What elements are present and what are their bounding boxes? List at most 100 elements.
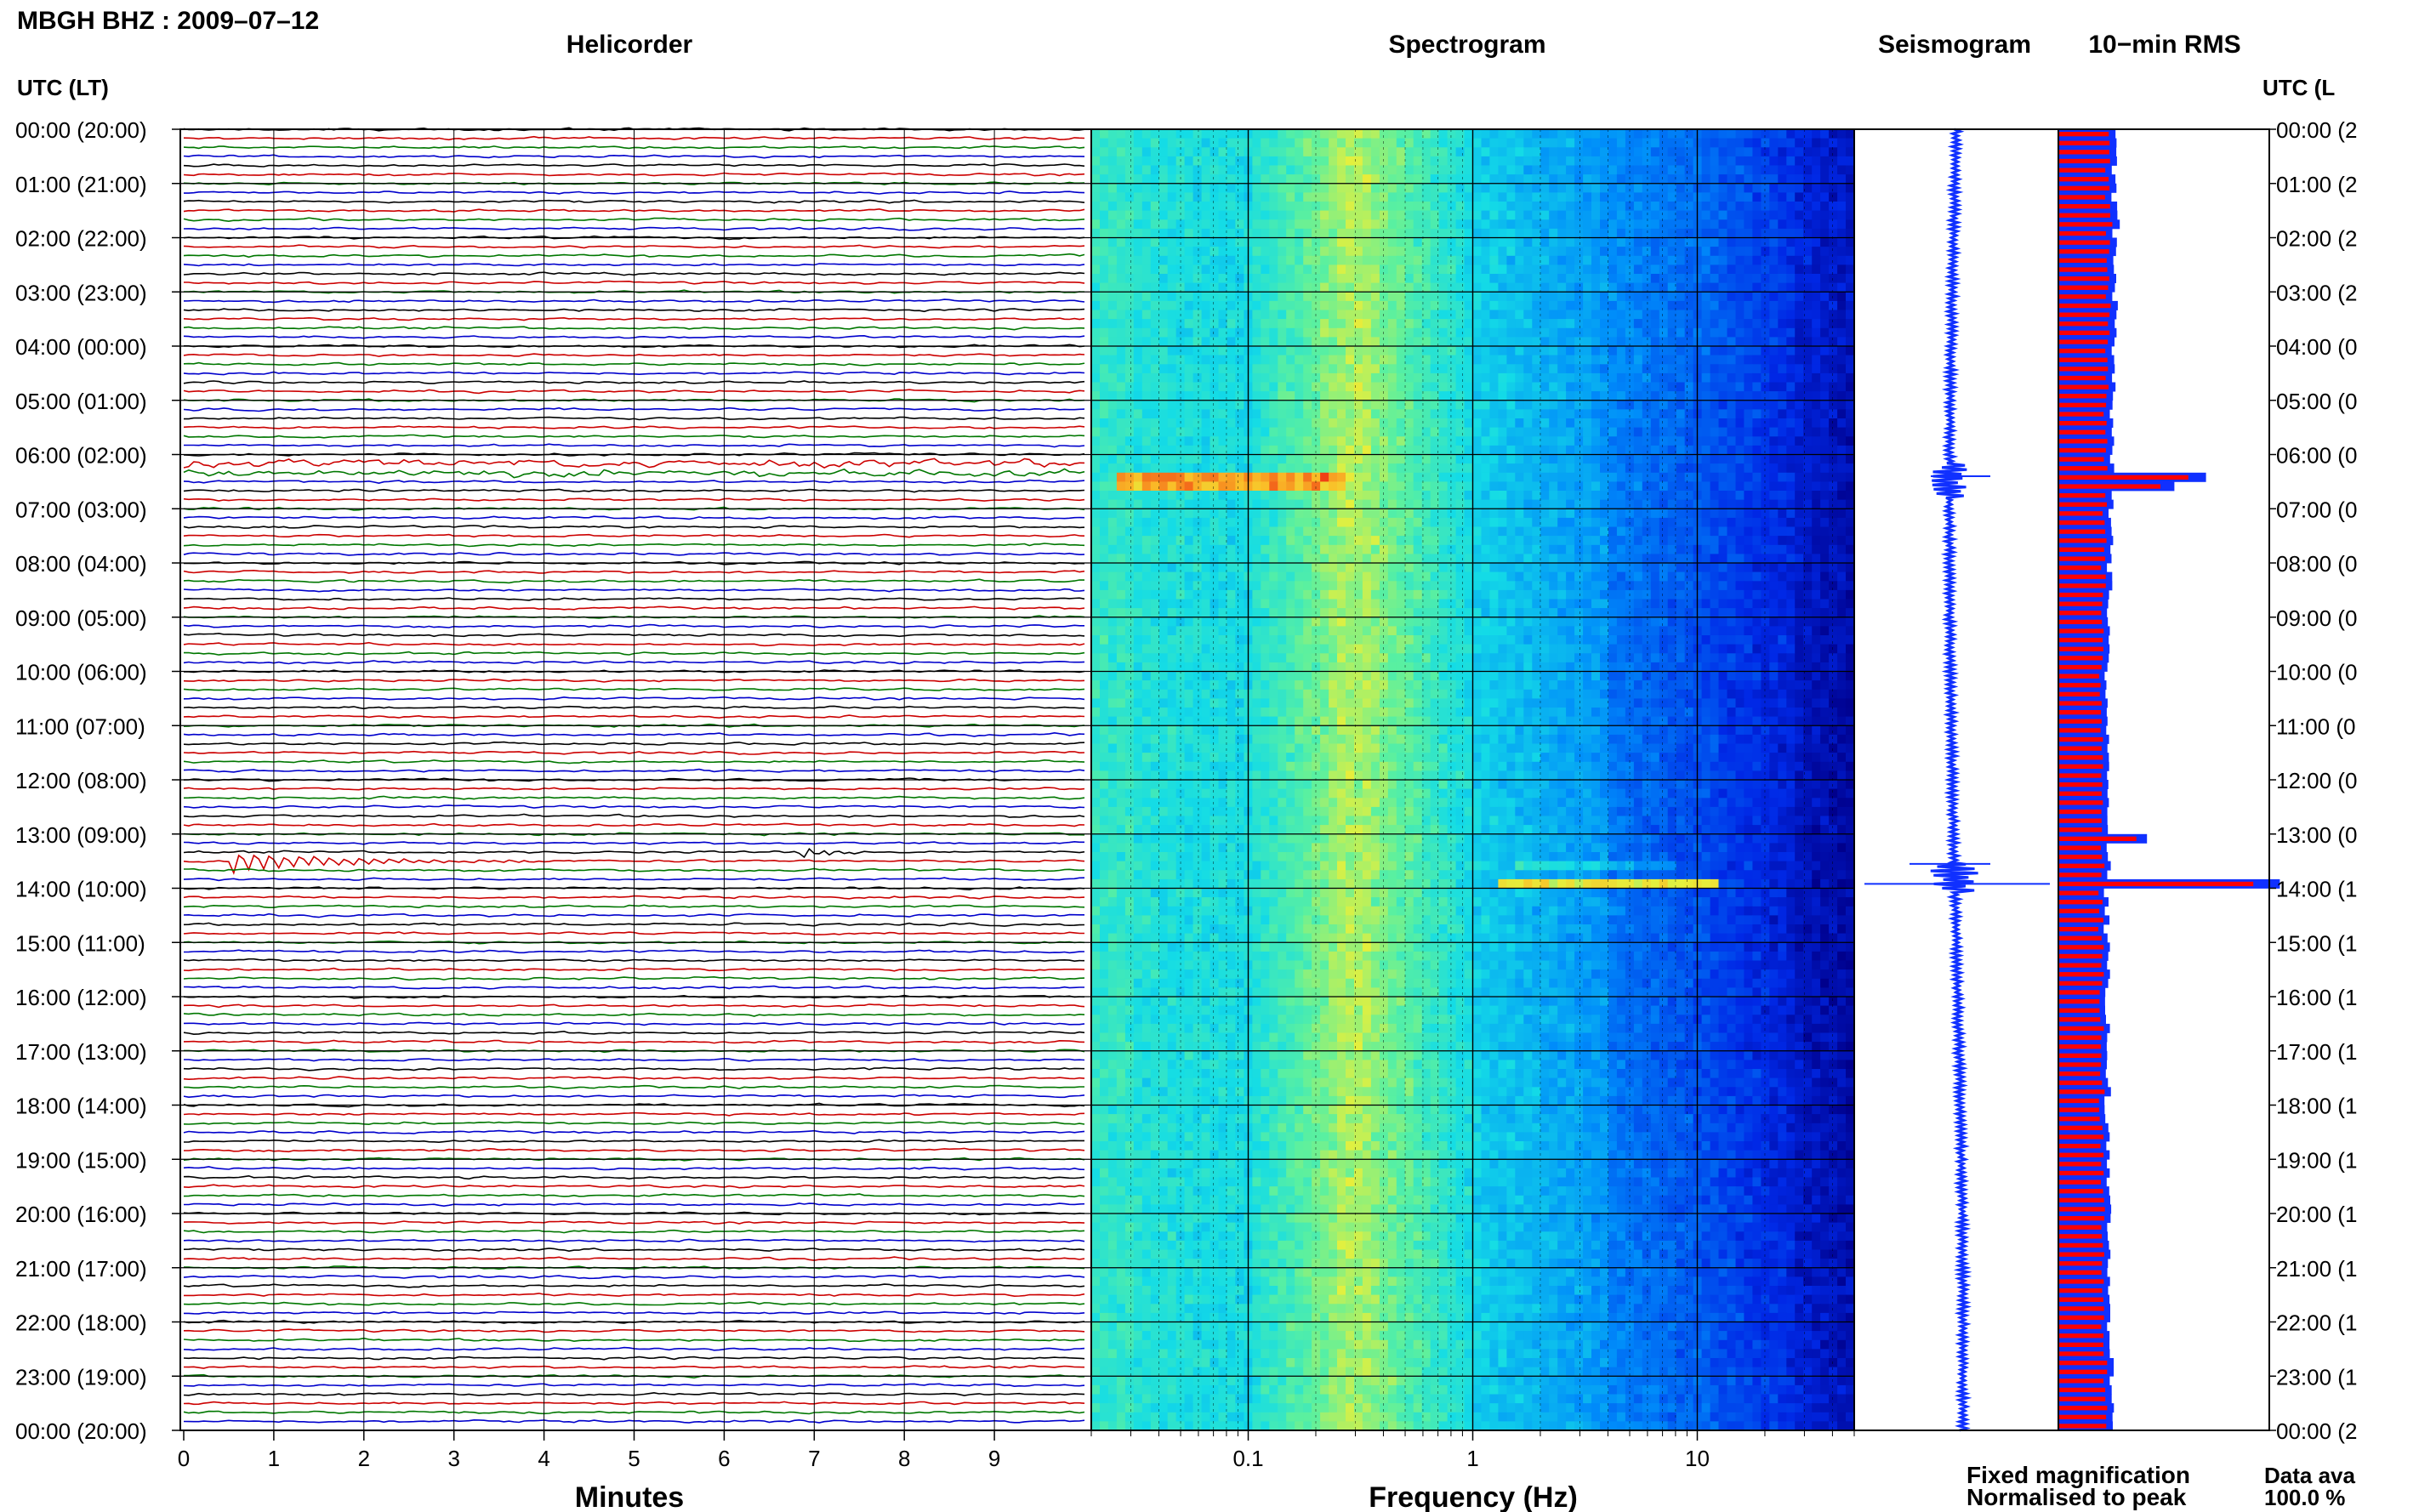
spectrogram-cell	[1295, 282, 1304, 293]
spectrogram-cell	[1370, 129, 1380, 139]
spectrogram-cell	[1557, 491, 1567, 501]
spectrogram-cell	[1150, 129, 1160, 139]
spectrogram-cell	[1455, 454, 1466, 464]
spectrogram-cell	[1532, 382, 1541, 392]
spectrogram-cell	[1532, 391, 1541, 401]
spectrogram-cell	[1158, 536, 1169, 546]
spectrogram-cell	[1464, 608, 1474, 618]
spectrogram-cell	[1320, 571, 1329, 582]
spectrogram-cell	[1379, 599, 1389, 609]
spectrogram-cell	[1379, 355, 1389, 365]
spectrogram-cell	[1175, 463, 1186, 474]
spectrogram-cell	[1210, 372, 1220, 384]
spectrogram-cell	[1201, 355, 1211, 365]
spectrogram-cell	[1498, 337, 1507, 347]
spectrogram-cell	[1846, 400, 1855, 410]
spectrogram-cell	[1404, 617, 1414, 627]
spectrogram-cell	[1481, 355, 1491, 365]
spectrogram-cell	[1566, 382, 1575, 392]
spectrogram-cell	[1498, 327, 1507, 338]
spectrogram-cell	[1515, 589, 1524, 600]
spectrogram-cell	[1472, 300, 1483, 311]
spectrogram-cell	[1718, 247, 1728, 257]
spectrogram-cell	[1583, 472, 1592, 482]
spectrogram-cell	[1261, 183, 1270, 193]
spectrogram-cell	[1710, 274, 1720, 284]
spectrogram-cell	[1786, 147, 1796, 157]
spectrogram-cell	[1633, 174, 1643, 185]
spectrogram-cell	[1667, 210, 1677, 220]
spectrogram-cell	[1218, 491, 1228, 501]
spectrogram-cell	[1278, 156, 1287, 167]
spectrogram-cell	[1667, 445, 1677, 456]
spectrogram-cell	[1650, 282, 1660, 293]
spectrogram-cell	[1727, 310, 1737, 320]
spectrogram-cell	[1820, 355, 1830, 365]
spectrogram-cell	[1549, 156, 1558, 167]
spectrogram-cell	[1795, 183, 1804, 193]
spectrogram-cell	[1472, 247, 1483, 257]
spectrogram-cell	[1752, 581, 1762, 591]
spectrogram-cell	[1574, 563, 1584, 573]
spectrogram-cell	[1430, 219, 1440, 230]
spectrogram-cell	[1379, 247, 1389, 257]
spectrogram-cell	[1566, 608, 1575, 618]
spectrogram-cell	[1744, 517, 1753, 528]
spectrogram-cell	[1557, 274, 1567, 284]
spectrogram-cell	[1633, 147, 1643, 157]
spectrogram-cell	[1455, 274, 1466, 284]
spectrogram-cell	[1583, 337, 1592, 347]
spectrogram-cell	[1837, 346, 1847, 356]
spectrogram-cell	[1210, 183, 1220, 193]
spectrogram-cell	[1667, 509, 1677, 519]
spectrogram-cell	[1210, 337, 1220, 347]
spectrogram-cell	[1676, 536, 1686, 546]
spectrogram-cell	[1210, 237, 1220, 247]
spectrogram-cell	[1167, 544, 1177, 554]
spectrogram-cell	[1684, 355, 1694, 365]
spectrogram-cell	[1303, 409, 1312, 419]
spectrogram-cell	[1498, 481, 1507, 492]
spectrogram-cell	[1235, 138, 1244, 148]
spectrogram-cell	[1210, 626, 1220, 636]
spectrogram-cell	[1489, 300, 1499, 311]
spectrogram-cell	[1413, 491, 1423, 501]
spectrogram-cell	[1506, 436, 1516, 446]
spectrogram-cell	[1184, 391, 1194, 401]
spectrogram-cell	[1303, 337, 1312, 347]
spectrogram-cell	[1684, 418, 1694, 429]
spectrogram-cell	[1329, 228, 1338, 239]
spectrogram-cell	[1812, 255, 1821, 265]
spectrogram-cell	[1701, 202, 1711, 212]
spectrogram-cell	[1184, 499, 1194, 509]
spectrogram-cell	[1354, 274, 1363, 284]
spectrogram-cell	[1761, 454, 1770, 464]
spectrogram-cell	[1167, 445, 1177, 456]
spectrogram-cell	[1107, 337, 1118, 347]
spectrogram-cell	[1761, 327, 1770, 338]
spectrogram-cell	[1608, 400, 1618, 410]
spectrogram-cell	[1404, 491, 1414, 501]
spectrogram-cell	[1523, 589, 1533, 600]
spectrogram-cell	[1107, 300, 1118, 311]
spectrogram-cell	[1303, 237, 1312, 247]
spectrogram-cell	[1812, 382, 1821, 392]
spectrogram-cell	[1303, 264, 1312, 275]
spectrogram-cell	[1583, 138, 1592, 148]
spectrogram-cell	[1506, 372, 1516, 384]
spectrogram-cell	[1761, 617, 1770, 627]
spectrogram-cell	[1710, 400, 1720, 410]
spectrogram-cell	[1744, 608, 1753, 618]
spectrogram-cell	[1116, 472, 1126, 482]
spectrogram-cell	[1404, 554, 1414, 564]
spectrogram-cell	[1329, 255, 1338, 265]
spectrogram-cell	[1421, 608, 1431, 618]
spectrogram-cell	[1616, 156, 1626, 167]
spectrogram-cell	[1158, 454, 1169, 464]
spectrogram-cell	[1261, 526, 1270, 537]
spectrogram-cell	[1107, 174, 1118, 185]
spectrogram-cell	[1167, 517, 1177, 528]
spectrogram-cell	[1667, 427, 1677, 437]
spectrogram-cell	[1303, 509, 1312, 519]
spectrogram-cell	[1404, 174, 1414, 185]
